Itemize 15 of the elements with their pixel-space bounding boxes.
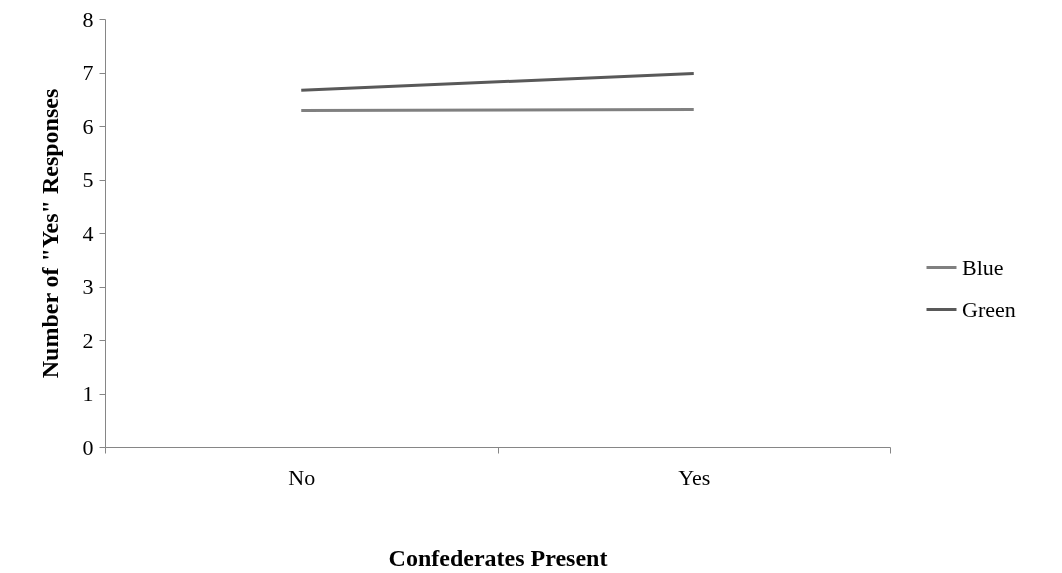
y-tick-label: 7 — [82, 60, 94, 85]
y-tick-label: 0 — [82, 434, 94, 460]
legend-label: Green — [962, 296, 1016, 322]
x-tick-label: Yes — [678, 464, 711, 490]
y-tick-label: 4 — [82, 220, 94, 246]
y-tick-label: 8 — [82, 6, 94, 32]
y-tick-label: 6 — [82, 113, 94, 139]
x-tick-label: No — [288, 464, 316, 490]
y-tick-label: 3 — [82, 274, 94, 299]
legend-label: Blue — [962, 254, 1004, 280]
y-axis-title: Number of "Yes" Responses — [36, 88, 63, 379]
y-tick-label: 1 — [82, 381, 94, 406]
x-axis-title: Confederates Present — [388, 544, 608, 571]
y-tick-label: 5 — [82, 167, 94, 192]
y-tick-label: 2 — [82, 327, 94, 353]
